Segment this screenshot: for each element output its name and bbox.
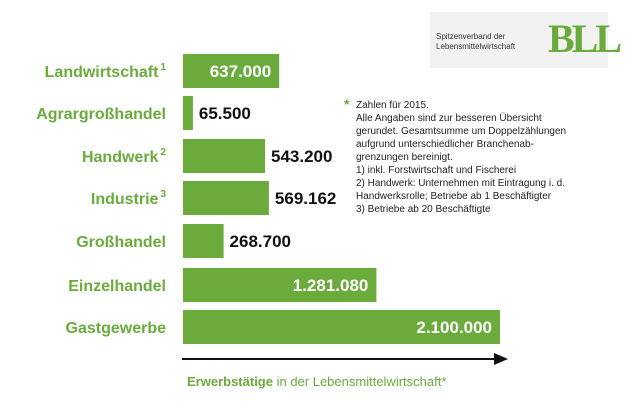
logo-line-2: Lebensmittelwirtschaft bbox=[436, 42, 516, 51]
value-label-2: 543.200 bbox=[271, 147, 332, 166]
category-label-1: Agrargroßhandel bbox=[36, 106, 166, 123]
bar-1 bbox=[183, 96, 193, 130]
x-axis-label-rest: in der Lebensmittelwirtschaft* bbox=[272, 374, 447, 389]
value-label-0: 637.000 bbox=[210, 62, 271, 81]
bll-logo: Spitzenverband der Lebensmittelwirtschaf… bbox=[430, 12, 622, 68]
logo-line-1: Spitzenverband der bbox=[436, 32, 506, 41]
logo-subtitle: Spitzenverband der Lebensmittelwirtschaf… bbox=[436, 32, 546, 52]
bar-0 bbox=[183, 54, 280, 88]
x-axis-label: Erwerbstätige in der Lebensmittelwirtsch… bbox=[187, 374, 446, 389]
footnote-block: * Zahlen für 2015. Alle Angaben sind zur … bbox=[344, 97, 618, 216]
footnote-line-1: Alle Angaben sind zur besseren Übersicht bbox=[356, 113, 542, 124]
value-label-6: 2.100.000 bbox=[416, 318, 492, 337]
category-label-6: Gastgewerbe bbox=[66, 320, 167, 337]
bar-4 bbox=[183, 224, 224, 258]
footnote-line-3: aufgrund unterschiedlicher Branchenab- bbox=[356, 139, 534, 150]
value-label-5: 1.281.080 bbox=[293, 276, 369, 295]
bar-6 bbox=[183, 310, 500, 344]
category-label-4: Großhandel bbox=[76, 234, 166, 251]
footnote-line-4: grenzungen bereinigt. bbox=[356, 152, 453, 163]
bars-layer bbox=[183, 54, 500, 344]
value-label-1: 65.500 bbox=[199, 104, 251, 123]
value-label-3: 569.162 bbox=[275, 189, 336, 208]
footnote-line-6: 2) Handwerk: Unternehmen mit Eintragung … bbox=[356, 178, 565, 189]
logo-mark: BLL bbox=[548, 16, 622, 61]
category-label-2: Handwerk 2 bbox=[82, 147, 166, 166]
x-axis-label-bold: Erwerbstätige bbox=[187, 374, 273, 389]
footnote-line: * Zahlen für 2015. bbox=[344, 97, 618, 112]
footnote-line-8: 3) Betriebe ab 20 Beschäftigte bbox=[356, 204, 491, 215]
footnote-line-0: Zahlen für 2015. bbox=[356, 100, 429, 111]
value-label-4: 268.700 bbox=[230, 232, 291, 251]
category-label-3: Industrie 3 bbox=[91, 189, 167, 208]
x-axis-arrow bbox=[182, 353, 508, 365]
labels-layer: Landwirtschaft 1 637.000 Agrargroßhandel 65.… bbox=[36, 62, 492, 337]
category-label-0: Landwirtschaft 1 bbox=[45, 62, 167, 81]
footnote-line-2: gerundet. Gesamtsumme um Doppelzählungen bbox=[356, 126, 567, 137]
footnote-star: * bbox=[344, 96, 350, 112]
bar-3 bbox=[183, 181, 269, 215]
category-label-5: Einzelhandel bbox=[68, 278, 166, 295]
footnote-line-5: 1) inkl. Forstwirtschaft und Fischerei bbox=[356, 165, 517, 176]
footnote-line-7: Handwerksrolle; Betriebe ab 1 Beschäftig… bbox=[356, 191, 552, 202]
bar-5 bbox=[183, 268, 377, 302]
bar-2 bbox=[183, 139, 265, 173]
